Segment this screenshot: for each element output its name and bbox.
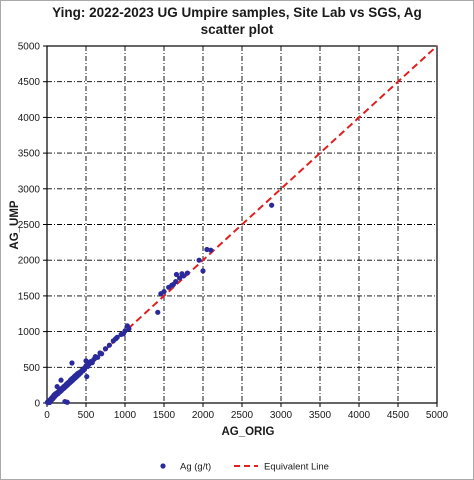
data-point [84,373,90,380]
x-tick-label: 0 [44,410,50,421]
y-tick-label: 0 [34,399,40,410]
y-tick-label: 3000 [18,184,41,195]
x-tick-label: 3500 [309,410,332,421]
x-tick-label: 2500 [231,410,254,421]
x-tick-label: 4500 [387,410,410,421]
grid-lines [47,46,437,403]
x-tick-label: 4000 [348,410,371,421]
data-point [269,202,275,208]
chart-title-line-1: Ying: 2022-2023 UG Umpire samples, Site … [52,5,422,20]
data-point [99,351,105,357]
data-point [161,289,167,295]
data-point [177,275,183,281]
data-point [83,358,89,364]
equivalent-line [46,45,438,404]
y-tick-label: 500 [23,363,40,374]
data-point [54,383,60,390]
y-tick-label: 2500 [18,220,41,231]
y-tick-label: 2000 [18,256,41,267]
data-point [92,353,98,360]
data-point [102,346,109,352]
x-axis-title: AG_ORIG [221,426,274,438]
x-tick-label: 1000 [114,410,137,421]
x-tick-label: 500 [78,410,95,421]
y-axis-title: AG_UMP [9,200,21,250]
data-point [106,342,112,348]
data-point [69,360,75,366]
data-point [208,247,214,253]
data-point [122,328,128,334]
y-tick-label: 1000 [18,327,41,338]
points-layer [44,202,275,406]
equivalent-line-layer [46,45,438,404]
y-tick-label: 1500 [18,291,41,302]
x-tick-label: 2000 [192,410,215,421]
data-point [179,271,185,277]
data-point [155,309,161,315]
y-tick-label: 5000 [18,42,41,53]
data-point [114,334,120,340]
legend-label-points: Ag (g/t) [180,462,211,473]
y-axis-ticks: 0 500 1000 1500 2000 2500 3000 3500 4000 4500 5000 [18,42,47,410]
x-axis-ticks: 0 500 1000 1500 2000 2500 3000 3500 4000 4500 5000 [44,403,449,421]
y-tick-label: 4000 [18,113,41,124]
data-point [64,399,70,405]
y-tick-label: 3500 [18,149,41,160]
legend-label-line: Equivalent Line [264,462,329,473]
data-point [204,246,210,253]
x-tick-label: 5000 [426,410,449,421]
data-point [170,281,176,288]
legend-marker-points [160,463,166,469]
data-point [184,270,190,276]
data-point [58,377,64,383]
data-point [126,326,132,332]
chart-title-line-2: scatter plot [200,22,274,37]
data-point [173,271,180,278]
data-point [200,268,206,274]
x-tick-label: 3000 [270,410,293,421]
x-tick-label: 1500 [153,410,176,421]
data-point [196,257,202,263]
legend: Ag (g/t) Equivalent Line [160,462,329,473]
y-tick-label: 4500 [18,77,41,88]
chart-title: Ying: 2022-2023 UG Umpire samples, Site … [0,4,474,38]
